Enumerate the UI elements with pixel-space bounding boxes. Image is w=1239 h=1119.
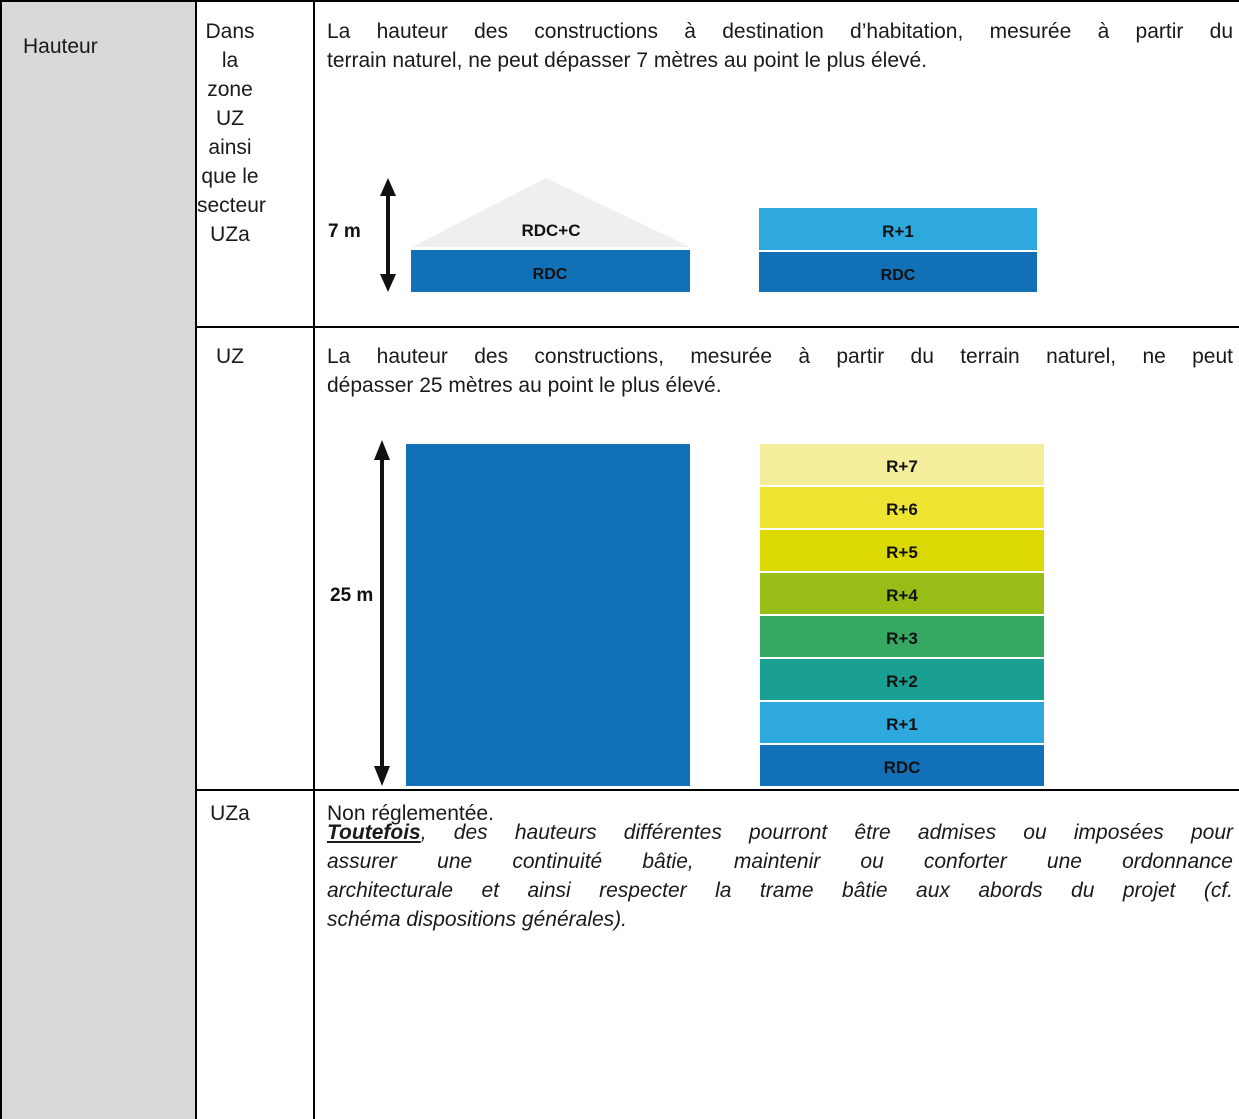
- zone-line: UZa: [210, 223, 250, 246]
- row3-text: Non réglementée.: [327, 802, 494, 825]
- zone-line: secteur: [197, 194, 266, 217]
- note-line: schéma dispositions générales).: [327, 908, 627, 931]
- zone-line: Dans la: [205, 20, 255, 72]
- floor-label: R+6: [886, 500, 918, 519]
- row2-note: Toutefois, des hauteurs différentes pour…: [327, 818, 1233, 934]
- height-arrow-top: [380, 178, 396, 196]
- text-line: terrain naturel, ne peut dépasser 7 mètr…: [327, 49, 928, 72]
- zone-line: ainsi: [208, 136, 252, 159]
- floor-band: [760, 659, 1044, 700]
- floor-label: R+5: [886, 543, 918, 562]
- text-line: La hauteur des constructions à destinati…: [327, 20, 1233, 43]
- note-keyword: Toutefois: [327, 821, 421, 844]
- row-divider-1: [195, 326, 1239, 328]
- note-line: Toutefois, des hauteurs différentes pour…: [327, 818, 1233, 847]
- category-label: Hauteur: [23, 35, 98, 58]
- roof-shape: [412, 178, 690, 247]
- row1-text: La hauteur des constructions à destinati…: [327, 17, 1233, 75]
- note-line: assurer une continuité bâtie, maintenir …: [327, 850, 1233, 873]
- zone-line: que le: [201, 165, 259, 188]
- zone-line: UZ: [216, 107, 244, 130]
- height-arrow-top: [374, 440, 390, 460]
- note-text: , des hauteurs différentes pourront être…: [420, 821, 1233, 844]
- table-border-top: [0, 0, 1239, 2]
- height-diagram-7m: 7 m RDC+C RDC R+1 RDC: [328, 178, 1037, 292]
- floor-label: R+4: [886, 586, 918, 605]
- text-line: La hauteur des constructions, mesurée à …: [327, 345, 1233, 368]
- column-divider-1: [195, 0, 197, 1119]
- floor-band: [760, 487, 1044, 528]
- floor-band: [760, 530, 1044, 571]
- floor-band: [760, 745, 1044, 786]
- ground-floor-right: [759, 252, 1037, 292]
- floor-label: R+7: [886, 457, 918, 476]
- ground-label-right: RDC: [881, 267, 916, 284]
- floor-label-right: R+1: [882, 222, 914, 241]
- floor-label: RDC: [884, 758, 921, 777]
- category-column: [0, 0, 196, 1119]
- floor-label: R+1: [886, 715, 918, 734]
- floor-band: [760, 573, 1044, 614]
- height-arrow-bottom: [374, 766, 390, 786]
- roof-label: RDC+C: [521, 221, 580, 240]
- height-arrow-bottom: [380, 274, 396, 292]
- note-line: architecturale et ainsi respecter la tra…: [327, 879, 1233, 902]
- height-label: 25 m: [330, 585, 373, 606]
- row2-text: La hauteur des constructions, mesurée à …: [327, 342, 1233, 400]
- floor-band: [760, 702, 1044, 743]
- table-border-left: [0, 0, 2, 1119]
- floor-label: R+3: [886, 629, 918, 648]
- text-line: dépasser 25 mètres au point le plus élev…: [327, 374, 722, 397]
- floor-stack: R+7 R+6 R+5 R+4 R+3 R+2 R+1 RDC: [760, 444, 1044, 786]
- zone-label-row3: UZa: [210, 802, 250, 825]
- zone-label-row2: UZ: [216, 345, 244, 368]
- first-floor-right: [759, 208, 1037, 250]
- floor-label: R+2: [886, 672, 918, 691]
- ground-label-left: RDC: [533, 266, 568, 283]
- floor-band: [760, 616, 1044, 657]
- row-divider-2: [195, 789, 1239, 791]
- zone-label-row1: Dans la zone UZ ainsi que le secteur UZa: [197, 17, 266, 249]
- zone-line: zone: [207, 78, 253, 101]
- floor-band: [760, 444, 1044, 485]
- column-divider-2: [313, 0, 315, 1119]
- ground-floor-left: [411, 250, 690, 292]
- building-block: [406, 444, 690, 786]
- height-label: 7 m: [328, 221, 361, 242]
- height-diagram-25m: 25 m R+7 R+6 R+5 R+4 R+3 R+2 R+1 RDC: [330, 440, 1044, 786]
